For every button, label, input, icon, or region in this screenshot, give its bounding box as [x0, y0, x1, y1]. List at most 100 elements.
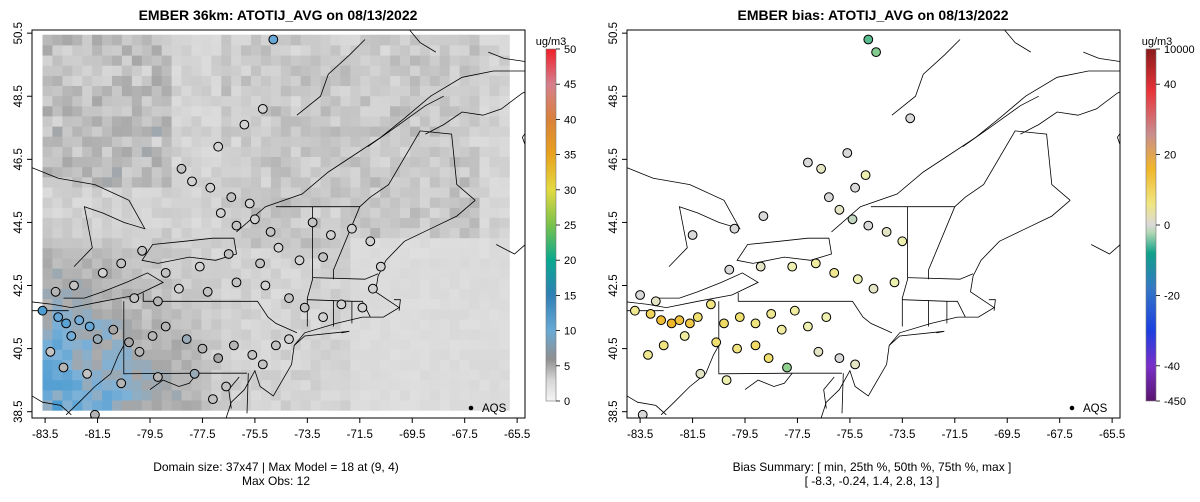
grid-cell [112, 298, 123, 310]
grid-cell [221, 34, 232, 46]
grid-cell [280, 197, 292, 208]
grid-cell [270, 288, 282, 300]
grid-cell [92, 126, 103, 137]
grid-cell [261, 186, 272, 198]
grid-cell [340, 278, 351, 289]
grid-cell [112, 34, 123, 46]
grid-cell [241, 105, 252, 117]
grid-cell [360, 136, 371, 147]
grid-cell [459, 55, 471, 66]
grid-cell [251, 268, 262, 279]
grid-cell [181, 166, 192, 178]
grid-cell [151, 44, 163, 56]
x-tick-label: -83.5 [32, 429, 58, 441]
grid-cell [350, 197, 361, 208]
grid-cell [320, 207, 332, 218]
grid-cell [191, 105, 202, 117]
grid-cell [280, 55, 292, 66]
grid-cell [310, 126, 322, 137]
grid-cell [211, 389, 222, 401]
grid-cell [112, 349, 123, 360]
grid-cell [499, 176, 510, 188]
grid-cell [320, 186, 332, 198]
grid-cell [62, 126, 73, 137]
grid-cell [360, 207, 371, 218]
boundary-line [296, 39, 366, 116]
grid-cell [419, 136, 431, 147]
grid-cell [251, 156, 262, 168]
grid-cell [360, 95, 371, 107]
grid-cell [42, 95, 53, 107]
grid-cell [330, 95, 341, 107]
grid-cell [419, 308, 431, 320]
grid-cell [181, 268, 192, 279]
grid-cell [380, 176, 391, 188]
x-tick-label: -67.5 [452, 429, 478, 441]
aqs-site-marker [729, 223, 740, 234]
grid-cell [449, 146, 461, 157]
grid-cell [82, 44, 93, 56]
aqs-site-marker [719, 318, 729, 329]
grid-cell [330, 136, 341, 147]
grid-cell [300, 339, 312, 350]
grid-cell [370, 95, 381, 107]
aqs-sites [37, 34, 386, 418]
grid-cell [201, 318, 212, 330]
grid-cell [231, 329, 242, 340]
grid-cell [201, 55, 212, 66]
grid-cell [469, 247, 480, 259]
grid-cell [92, 55, 103, 66]
grid-cell [400, 176, 411, 188]
grid-cell [82, 55, 93, 66]
grid-cell [489, 389, 500, 401]
grid-cell [241, 278, 252, 289]
grid-cell [310, 55, 322, 66]
grid-cell [201, 217, 212, 229]
grid-cell [261, 34, 272, 46]
grid-cell [390, 247, 401, 259]
grid-cell [410, 369, 421, 381]
grid-cell [82, 349, 93, 360]
grid-cell [251, 288, 262, 300]
grid-cell [459, 105, 471, 117]
grid-cell [171, 186, 183, 198]
grid-cell [300, 237, 312, 249]
grid-cell [151, 339, 163, 350]
grid-cell [231, 75, 242, 86]
grid-cell [370, 166, 381, 178]
grid-cell [489, 44, 500, 56]
grid-cell [102, 95, 113, 107]
boundary-line [409, 30, 437, 53]
grid-cell [469, 308, 480, 320]
grid-cell [380, 207, 391, 218]
grid-cell [390, 308, 401, 320]
grid-cell [419, 75, 431, 86]
grid-cell [419, 197, 431, 208]
aqs-site-marker [824, 192, 834, 203]
grid-cell [280, 115, 292, 127]
grid-cell [499, 217, 510, 229]
grid-cell [459, 400, 471, 411]
grid-cell [360, 278, 371, 289]
aqs-site-marker [766, 309, 777, 319]
grid-cell [221, 176, 232, 188]
grid-cell [280, 186, 292, 198]
grid-cell [290, 298, 302, 310]
grid-cell [121, 207, 133, 218]
boundary-line [425, 91, 525, 135]
grid-cell [201, 369, 212, 381]
y-tick-label: 46.5 [13, 148, 25, 170]
grid-cell [171, 257, 183, 269]
aqs-site-marker [255, 258, 266, 269]
grid-cell [141, 75, 153, 86]
grid-cell [310, 359, 322, 371]
grid-cell [449, 115, 461, 127]
grid-cell [320, 359, 332, 371]
grid-cell [191, 329, 202, 340]
grid-cell [231, 349, 242, 360]
grid-cell [310, 227, 322, 239]
grid-cell [439, 176, 451, 188]
grid-cell [231, 55, 242, 66]
grid-cell [62, 176, 73, 188]
grid-cell [479, 237, 490, 249]
